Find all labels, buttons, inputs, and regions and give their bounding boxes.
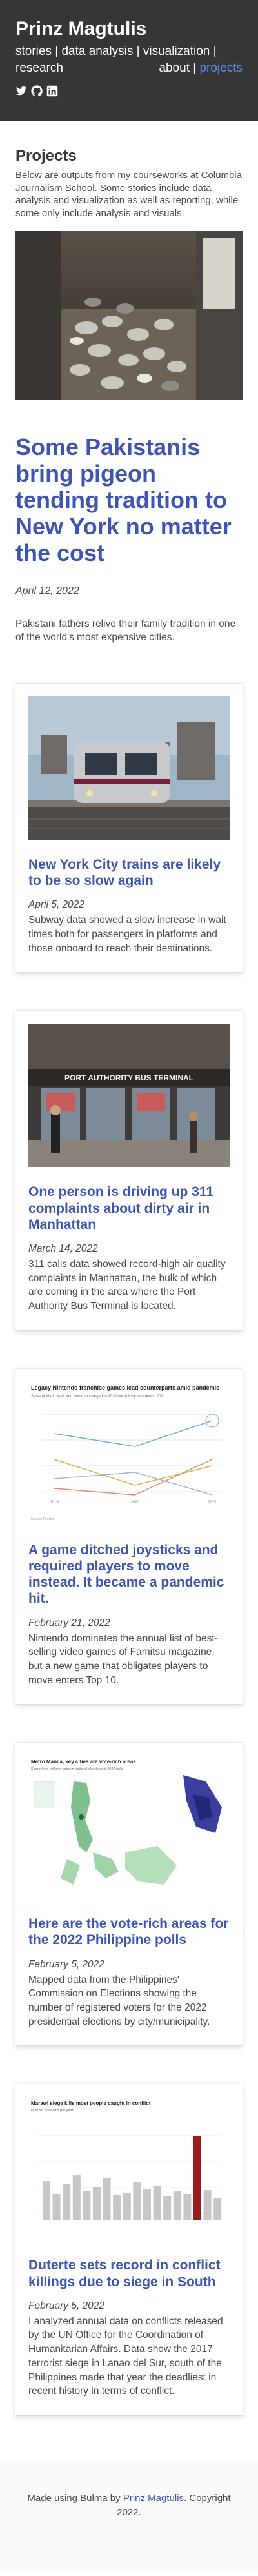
linkedin-icon[interactable] — [46, 85, 58, 97]
card-title[interactable]: New York City trains are likely to be so… — [28, 857, 221, 889]
footer-prefix: Made using Bulma by — [27, 2492, 123, 2504]
section-intro: Below are outputs from my courseworks at… — [15, 170, 242, 219]
github-icon[interactable] — [31, 85, 43, 97]
thumb-chart-subtitle: Sales of Mario Kart, and Pokemon surged … — [31, 1395, 166, 1399]
thumb-bar — [72, 2175, 81, 2220]
hero-title[interactable]: Some Pakistanis bring pigeon tending tra… — [15, 434, 232, 567]
hero-date: April 12, 2022 — [15, 585, 79, 597]
thumb-bar-title: Marawi siege kills most people caught in… — [31, 2100, 151, 2106]
social-links — [15, 85, 243, 97]
card-date: February 21, 2022 — [28, 1617, 110, 1628]
thumb-bar — [113, 2195, 121, 2220]
thumb-bar — [63, 2184, 71, 2220]
bus-terminal-photo: PORT AUTHORITY BUS TERMINAL — [28, 1024, 230, 1168]
nav-visualization[interactable]: visualization — [143, 45, 210, 58]
thumb-map-subtitle: Share from millions voter in national el… — [31, 1767, 124, 1771]
card-image[interactable]: Metro Manila, key cities are vote-rich a… — [28, 1756, 230, 1900]
nav-data-analysis[interactable]: data analysis — [61, 45, 134, 58]
thumb-chart-title: Legacy Nintendo franchise games lead cou… — [31, 1384, 219, 1391]
card-description: I analyzed annual data on conflicts rele… — [28, 2315, 223, 2397]
nav-separator: | — [213, 45, 217, 58]
site-footer: Made using Bulma by Prinz Magtulis. Copy… — [0, 2460, 258, 2571]
subway-train-photo — [28, 696, 230, 840]
nav-right: about | projects — [159, 60, 243, 77]
thumb-x-label: 2021 — [208, 1501, 217, 1505]
site-title[interactable]: Prinz Magtulis — [15, 18, 147, 39]
nav-research[interactable]: research — [15, 61, 63, 75]
thumb-bar — [93, 2187, 101, 2220]
site-header: Prinz Magtulis stories | data analysis |… — [0, 0, 258, 121]
project-card: Metro Manila, key cities are vote-rich a… — [15, 1743, 243, 2045]
terminal-sign: PORT AUTHORITY BUS TERMINAL — [64, 1073, 194, 1082]
footer-author-link[interactable]: Prinz Magtulis — [123, 2492, 184, 2504]
nav-separator: | — [136, 45, 140, 58]
card-title[interactable]: Here are the vote-rich areas for the 202… — [28, 1916, 229, 1948]
thumb-bar — [123, 2193, 131, 2220]
card-image[interactable]: Marawi siege kills most people caught in… — [28, 2097, 230, 2241]
card-title[interactable]: A game ditched joysticks and required pl… — [28, 1542, 224, 1607]
card-image[interactable] — [28, 696, 230, 840]
thumb-bar — [83, 2191, 91, 2220]
card-date: February 5, 2022 — [28, 2300, 105, 2311]
card-date: March 14, 2022 — [28, 1243, 98, 1254]
hero-image[interactable] — [15, 231, 243, 400]
nav-projects[interactable]: projects — [199, 61, 243, 75]
thumb-bar — [194, 2136, 201, 2220]
thumb-bar — [153, 2186, 161, 2220]
thumb-map-title: Metro Manila, key cities are vote-rich a… — [31, 1759, 136, 1765]
thumb-bar — [163, 2196, 172, 2220]
thumb-bar — [173, 2191, 181, 2220]
project-card: Marawi siege kills most people caught in… — [15, 2084, 243, 2415]
card-description: 311 calls data showed record-high air qu… — [28, 1259, 226, 1312]
site-nav: stories | data analysis | visualization … — [15, 43, 243, 76]
thumb-bar — [183, 2194, 192, 2220]
hero-description: Pakistani fathers relive their family tr… — [15, 618, 236, 644]
card-image[interactable]: Legacy Nintendo franchise games lead cou… — [28, 1381, 230, 1525]
conflict-chart-thumbnail: Marawi siege kills most people caught in… — [28, 2097, 230, 2241]
project-card: PORT AUTHORITY BUS TERMINAL One person i… — [15, 1011, 243, 1330]
nav-about[interactable]: about — [159, 61, 190, 75]
thumb-x-label: 2019 — [50, 1501, 59, 1505]
card-title[interactable]: One person is driving up 311 complaints … — [28, 1184, 214, 1232]
card-description: Mapped data from the Philippines' Commis… — [28, 1974, 210, 2027]
thumb-bar — [133, 2182, 141, 2220]
thumb-bars — [43, 2136, 222, 2220]
nav-separator: | — [193, 61, 197, 75]
thumb-bar — [43, 2181, 50, 2220]
thumb-source: Source: Famitsu — [31, 1517, 55, 1521]
nintendo-chart-thumbnail: Legacy Nintendo franchise games lead cou… — [28, 1381, 230, 1525]
thumb-bar — [203, 2190, 212, 2220]
card-image[interactable]: PORT AUTHORITY BUS TERMINAL — [28, 1024, 230, 1168]
nav-stories[interactable]: stories — [15, 45, 52, 58]
thumb-bar — [143, 2189, 151, 2220]
card-description: Subway data showed a slow increase in wa… — [28, 915, 226, 954]
project-card: Legacy Nintendo franchise games lead cou… — [15, 1369, 243, 1705]
project-card: New York City trains are likely to be so… — [15, 684, 243, 972]
section-title: Projects — [15, 147, 77, 165]
main-content: Projects Below are outputs from my cours… — [0, 121, 258, 2415]
thumb-bar — [103, 2178, 111, 2220]
thumb-bar — [52, 2194, 61, 2220]
thumb-bar-subtitle: Number of deaths per year — [31, 2109, 74, 2113]
footer-suffix: . Copyright 2022. — [117, 2492, 231, 2518]
card-date: February 5, 2022 — [28, 1958, 105, 1970]
nav-separator: | — [55, 45, 59, 58]
philippines-map-thumbnail: Metro Manila, key cities are vote-rich a… — [28, 1756, 230, 1900]
card-title[interactable]: Duterte sets record in conflict killings… — [28, 2258, 221, 2289]
thumb-bar — [213, 2198, 222, 2220]
card-date: April 5, 2022 — [28, 899, 85, 911]
twitter-icon[interactable] — [15, 85, 27, 97]
pigeon-photo — [15, 231, 243, 400]
thumb-x-label: 2020 — [130, 1501, 139, 1505]
card-description: Nintendo dominates the annual list of be… — [28, 1632, 218, 1686]
